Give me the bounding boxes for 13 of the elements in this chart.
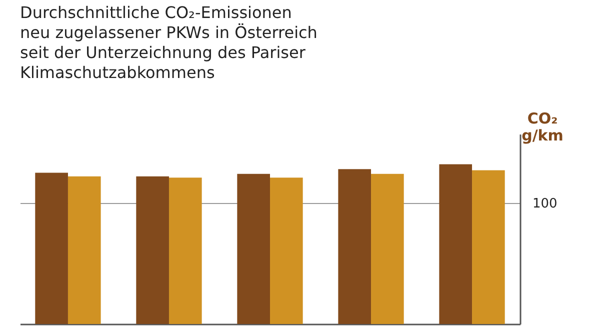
bar [168,178,202,324]
bar [270,178,303,324]
chart-title: Durchschnittliche CO₂-Emissionen neu zugelassener PKWs in Österreich seit der Unterzeichnung des Pariser Klimaschutzabkommens [20,3,318,82]
y-axis-title: CO₂ g/km [522,110,564,144]
bar [439,164,472,324]
bar [237,174,270,324]
bar [68,176,101,324]
bar [338,169,372,324]
bar [472,170,505,324]
y-tick-label: 100 [532,196,558,212]
bar [371,174,404,324]
bar [35,172,68,324]
bar [136,176,169,324]
